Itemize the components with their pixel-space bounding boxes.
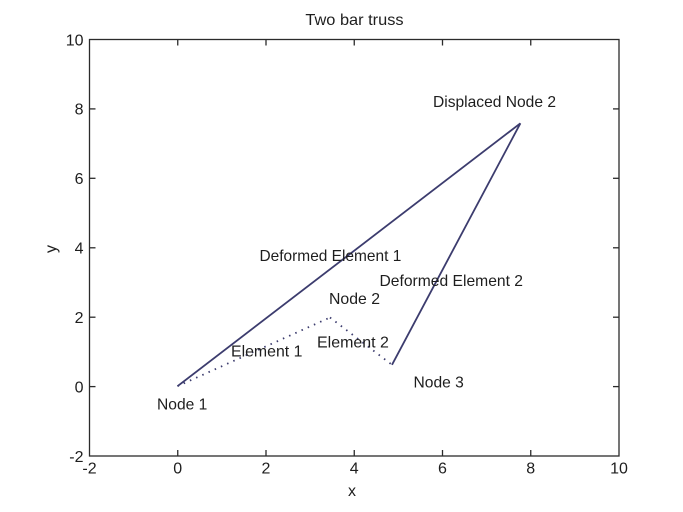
svg-text:2: 2 xyxy=(262,461,271,478)
svg-text:4: 4 xyxy=(350,461,359,478)
svg-text:0: 0 xyxy=(173,461,182,478)
svg-text:4: 4 xyxy=(75,241,84,258)
svg-text:Deformed Element 2: Deformed Element 2 xyxy=(380,273,524,290)
svg-text:Element 2: Element 2 xyxy=(317,334,389,351)
svg-text:Node 1: Node 1 xyxy=(157,396,207,413)
svg-text:Node 2: Node 2 xyxy=(329,291,380,308)
svg-text:Element 1: Element 1 xyxy=(231,344,302,361)
svg-text:6: 6 xyxy=(75,171,84,188)
svg-text:2: 2 xyxy=(75,310,84,327)
svg-text:Deformed Element 1: Deformed Element 1 xyxy=(260,248,402,265)
svg-text:8: 8 xyxy=(75,102,84,119)
svg-text:Node 3: Node 3 xyxy=(414,375,464,392)
svg-text:Displaced Node 2: Displaced Node 2 xyxy=(433,94,556,111)
svg-text:x: x xyxy=(348,483,356,500)
svg-text:10: 10 xyxy=(610,461,628,478)
svg-text:Two bar truss: Two bar truss xyxy=(305,12,403,29)
svg-text:-2: -2 xyxy=(82,461,96,478)
svg-text:8: 8 xyxy=(526,461,535,478)
svg-text:6: 6 xyxy=(438,461,447,478)
svg-text:10: 10 xyxy=(66,32,84,49)
svg-text:0: 0 xyxy=(75,379,84,396)
svg-text:y: y xyxy=(43,245,60,253)
svg-text:-2: -2 xyxy=(69,449,83,466)
